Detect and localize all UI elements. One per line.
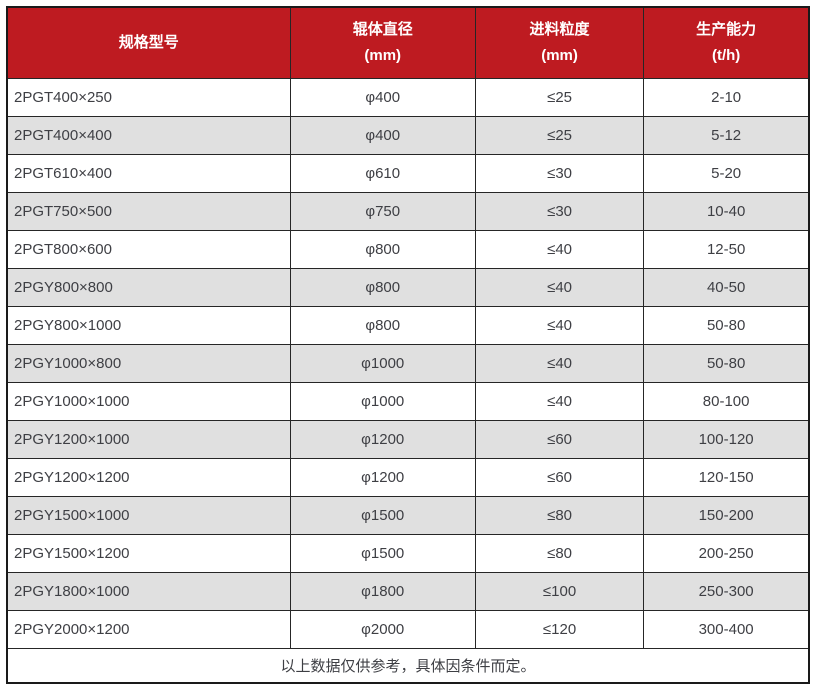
header-row: 规格型号 辊体直径 (mm) 进料粒度 (mm) 生产能力 (t/h) (6, 6, 810, 79)
table-cell: 2PGT400×250 (6, 78, 291, 117)
table-cell: φ800 (289, 306, 476, 345)
table-header: 规格型号 辊体直径 (mm) 进料粒度 (mm) 生产能力 (t/h) (6, 6, 810, 79)
table-cell: 2PGY800×800 (6, 268, 291, 307)
table-row: 2PGY1200×1200 φ1200 ≤60 120-150 (6, 458, 810, 497)
table-cell: 2PGY2000×1200 (6, 610, 291, 649)
table-footer: 以上数据仅供参考，具体因条件而定。 (6, 648, 810, 684)
spec-table: 规格型号 辊体直径 (mm) 进料粒度 (mm) 生产能力 (t/h) 2PGT… (6, 6, 810, 684)
header-cell-feed-size: 进料粒度 (mm) (474, 6, 645, 79)
table-cell: ≤40 (474, 268, 645, 307)
header-unit: (t/h) (711, 47, 741, 64)
table-row: 2PGY1500×1000 φ1500 ≤80 150-200 (6, 496, 810, 535)
table-cell: ≤60 (474, 420, 645, 459)
header-label: 生产能力 (696, 21, 757, 38)
table-cell: 100-120 (643, 420, 810, 459)
header-cell-model: 规格型号 (6, 6, 291, 79)
header-label: 规格型号 (118, 34, 179, 51)
table-cell: ≤60 (474, 458, 645, 497)
table-row: 2PGY1800×1000 φ1800 ≤100 250-300 (6, 572, 810, 611)
header-cell-roller-diameter: 辊体直径 (mm) (289, 6, 476, 79)
header-label: 辊体直径 (352, 21, 413, 38)
header-unit: (mm) (364, 47, 402, 64)
header-cell-capacity: 生产能力 (t/h) (643, 6, 810, 79)
table-cell: 2PGY800×1000 (6, 306, 291, 345)
table-cell: 2-10 (643, 78, 810, 117)
header-label: 进料粒度 (529, 21, 590, 38)
footnote-text: 以上数据仅供参考，具体因条件而定。 (6, 648, 810, 684)
table-cell: 2PGT610×400 (6, 154, 291, 193)
table-cell: 50-80 (643, 344, 810, 383)
table-cell: φ1500 (289, 534, 476, 573)
table-cell: ≤80 (474, 496, 645, 535)
table-cell: ≤40 (474, 382, 645, 421)
table-row: 2PGT400×250 φ400 ≤25 2-10 (6, 78, 810, 117)
table-cell: ≤120 (474, 610, 645, 649)
table-cell: φ1800 (289, 572, 476, 611)
table-cell: ≤30 (474, 192, 645, 231)
table-cell: 2PGT750×500 (6, 192, 291, 231)
table-cell: 10-40 (643, 192, 810, 231)
table-cell: 80-100 (643, 382, 810, 421)
table-cell: 200-250 (643, 534, 810, 573)
footnote-row: 以上数据仅供参考，具体因条件而定。 (6, 648, 810, 684)
table-cell: φ750 (289, 192, 476, 231)
table-cell: 2PGY1500×1200 (6, 534, 291, 573)
table-cell: ≤30 (474, 154, 645, 193)
table-cell: 2PGT400×400 (6, 116, 291, 155)
table-cell: 2PGY1000×800 (6, 344, 291, 383)
header-unit: (mm) (541, 47, 578, 64)
table-cell: φ1200 (289, 420, 476, 459)
table-cell: φ400 (289, 116, 476, 155)
table-row: 2PGY1500×1200 φ1500 ≤80 200-250 (6, 534, 810, 573)
table-row: 2PGT750×500 φ750 ≤30 10-40 (6, 192, 810, 231)
table-cell: 2PGT800×600 (6, 230, 291, 269)
table-cell: ≤40 (474, 344, 645, 383)
table-cell: ≤25 (474, 116, 645, 155)
table-cell: 12-50 (643, 230, 810, 269)
table-cell: φ1500 (289, 496, 476, 535)
table-cell: φ1200 (289, 458, 476, 497)
table-row: 2PGY2000×1200 φ2000 ≤120 300-400 (6, 610, 810, 649)
table-body: 2PGT400×250 φ400 ≤25 2-10 2PGT400×400 φ400 ≤25… (6, 78, 810, 649)
table-cell: φ610 (289, 154, 476, 193)
table-row: 2PGT400×400 φ400 ≤25 5-12 (6, 116, 810, 155)
table-row: 2PGY800×800 φ800 ≤40 40-50 (6, 268, 810, 307)
table-cell: 5-20 (643, 154, 810, 193)
table-cell: φ400 (289, 78, 476, 117)
table-cell: φ1000 (289, 382, 476, 421)
table-row: 2PGY1000×800 φ1000 ≤40 50-80 (6, 344, 810, 383)
table-cell: 2PGY1200×1200 (6, 458, 291, 497)
table-cell: 40-50 (643, 268, 810, 307)
table-cell: 50-80 (643, 306, 810, 345)
table-cell: 150-200 (643, 496, 810, 535)
table-cell: 250-300 (643, 572, 810, 611)
table-cell: 2PGY1200×1000 (6, 420, 291, 459)
table-cell: φ800 (289, 230, 476, 269)
table-row: 2PGY1200×1000 φ1200 ≤60 100-120 (6, 420, 810, 459)
table-cell: φ1000 (289, 344, 476, 383)
table-cell: ≤40 (474, 230, 645, 269)
table-cell: ≤80 (474, 534, 645, 573)
table-cell: φ800 (289, 268, 476, 307)
table-cell: ≤40 (474, 306, 645, 345)
table-row: 2PGY1000×1000 φ1000 ≤40 80-100 (6, 382, 810, 421)
table-cell: 5-12 (643, 116, 810, 155)
table-cell: φ2000 (289, 610, 476, 649)
table-cell: 2PGY1000×1000 (6, 382, 291, 421)
spec-table-container: 规格型号 辊体直径 (mm) 进料粒度 (mm) 生产能力 (t/h) 2PGT… (6, 6, 810, 684)
table-row: 2PGY800×1000 φ800 ≤40 50-80 (6, 306, 810, 345)
table-row: 2PGT800×600 φ800 ≤40 12-50 (6, 230, 810, 269)
table-cell: 2PGY1800×1000 (6, 572, 291, 611)
table-cell: ≤100 (474, 572, 645, 611)
table-cell: ≤25 (474, 78, 645, 117)
table-row: 2PGT610×400 φ610 ≤30 5-20 (6, 154, 810, 193)
table-cell: 120-150 (643, 458, 810, 497)
table-cell: 2PGY1500×1000 (6, 496, 291, 535)
table-cell: 300-400 (643, 610, 810, 649)
